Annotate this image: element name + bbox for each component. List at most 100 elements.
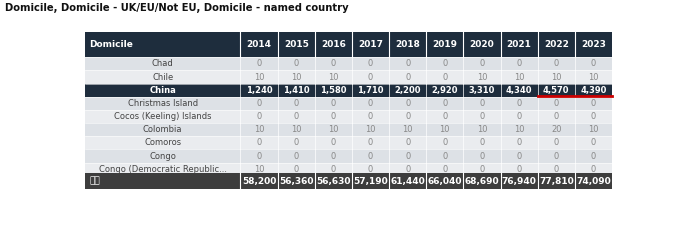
Text: Congo: Congo xyxy=(150,152,176,161)
Text: 0: 0 xyxy=(442,138,447,147)
Text: 0: 0 xyxy=(591,99,596,108)
Text: 58,200: 58,200 xyxy=(242,177,276,186)
Bar xyxy=(426,84,463,97)
Text: 10: 10 xyxy=(477,73,487,82)
Text: 0: 0 xyxy=(554,112,559,121)
Bar xyxy=(315,123,352,136)
Bar xyxy=(241,163,277,176)
Bar xyxy=(352,173,389,189)
Bar xyxy=(241,32,277,57)
Bar xyxy=(389,97,426,110)
Text: 2021: 2021 xyxy=(507,40,532,49)
Bar xyxy=(426,123,463,136)
Bar xyxy=(352,163,389,176)
Text: Comoros: Comoros xyxy=(144,138,182,147)
Text: 1,580: 1,580 xyxy=(320,86,347,95)
Bar xyxy=(389,57,426,70)
Text: 10: 10 xyxy=(365,125,376,134)
Bar xyxy=(241,136,277,149)
Text: Congo (Democratic Republic...: Congo (Democratic Republic... xyxy=(99,165,226,174)
Text: 0: 0 xyxy=(479,152,485,161)
Text: 2022: 2022 xyxy=(544,40,568,49)
Bar xyxy=(277,84,315,97)
Text: 0: 0 xyxy=(256,59,262,68)
Text: 68,690: 68,690 xyxy=(464,177,499,186)
Bar xyxy=(277,32,315,57)
Text: 0: 0 xyxy=(442,152,447,161)
Bar xyxy=(500,123,538,136)
Text: 0: 0 xyxy=(256,99,262,108)
Text: 2018: 2018 xyxy=(395,40,420,49)
Text: 0: 0 xyxy=(294,138,299,147)
Text: 0: 0 xyxy=(479,112,485,121)
Bar xyxy=(575,149,612,163)
Text: 0: 0 xyxy=(330,99,336,108)
Text: 0: 0 xyxy=(517,152,522,161)
Bar xyxy=(85,163,241,176)
Text: 0: 0 xyxy=(256,152,262,161)
Bar xyxy=(389,32,426,57)
Text: 0: 0 xyxy=(294,99,299,108)
Text: 2,920: 2,920 xyxy=(432,86,458,95)
Bar xyxy=(315,84,352,97)
Text: 57,190: 57,190 xyxy=(353,177,388,186)
Text: 10: 10 xyxy=(254,73,265,82)
Text: 2017: 2017 xyxy=(358,40,383,49)
Text: 0: 0 xyxy=(405,99,410,108)
Text: 10: 10 xyxy=(588,125,598,134)
Bar xyxy=(352,97,389,110)
Text: 0: 0 xyxy=(294,165,299,174)
Bar xyxy=(426,70,463,84)
Bar xyxy=(575,136,612,149)
Text: 0: 0 xyxy=(517,165,522,174)
Bar xyxy=(538,110,575,123)
Text: 0: 0 xyxy=(591,138,596,147)
Text: 0: 0 xyxy=(554,152,559,161)
Bar xyxy=(500,57,538,70)
Text: 10: 10 xyxy=(439,125,450,134)
Bar xyxy=(315,173,352,189)
Bar xyxy=(315,97,352,110)
Text: 0: 0 xyxy=(517,99,522,108)
Bar xyxy=(277,123,315,136)
Text: 1,410: 1,410 xyxy=(283,86,309,95)
Bar xyxy=(389,173,426,189)
Text: Chad: Chad xyxy=(152,59,173,68)
Bar xyxy=(463,84,500,97)
Text: 74,090: 74,090 xyxy=(576,177,611,186)
Text: 10: 10 xyxy=(514,125,524,134)
Bar xyxy=(500,136,538,149)
Text: 2015: 2015 xyxy=(284,40,309,49)
Text: 2020: 2020 xyxy=(470,40,494,49)
Text: 1,710: 1,710 xyxy=(357,86,384,95)
Bar xyxy=(241,97,277,110)
Text: 0: 0 xyxy=(330,112,336,121)
Bar xyxy=(463,136,500,149)
Bar xyxy=(277,57,315,70)
Bar xyxy=(500,149,538,163)
Bar xyxy=(389,163,426,176)
Bar xyxy=(389,123,426,136)
Bar xyxy=(315,32,352,57)
Text: 10: 10 xyxy=(403,125,413,134)
Bar xyxy=(241,110,277,123)
Bar xyxy=(500,32,538,57)
Text: 0: 0 xyxy=(442,73,447,82)
Bar xyxy=(352,57,389,70)
Text: 0: 0 xyxy=(405,112,410,121)
Bar xyxy=(575,32,612,57)
Text: 10: 10 xyxy=(477,125,487,134)
Text: 0: 0 xyxy=(405,73,410,82)
Text: 0: 0 xyxy=(405,59,410,68)
Text: 总计: 总计 xyxy=(89,177,100,186)
Bar xyxy=(426,32,463,57)
Bar xyxy=(315,136,352,149)
Text: 10: 10 xyxy=(254,165,265,174)
Text: 0: 0 xyxy=(591,165,596,174)
Bar xyxy=(315,163,352,176)
Text: 0: 0 xyxy=(479,59,485,68)
Text: 10: 10 xyxy=(514,73,524,82)
Bar xyxy=(85,84,241,97)
Bar xyxy=(277,70,315,84)
Bar xyxy=(315,110,352,123)
